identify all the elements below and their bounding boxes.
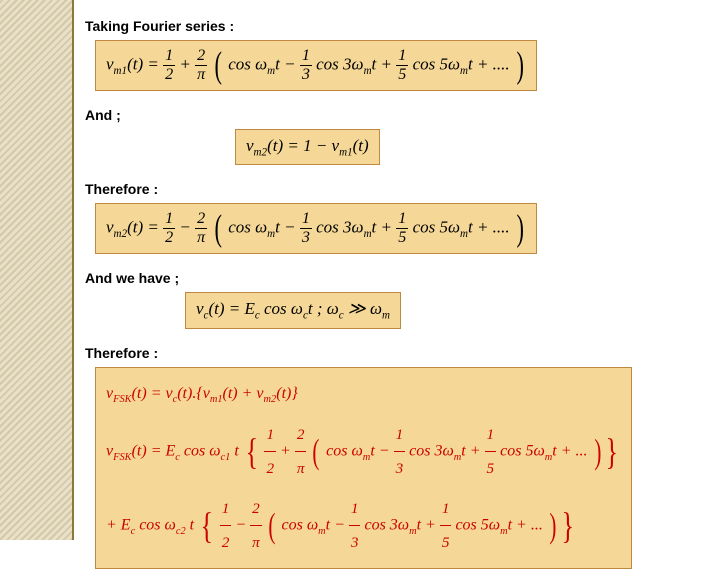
eq-vc: vc(t) = Ec cos ωct ; ωc ≫ ωm [185,292,401,328]
label-therefore2: Therefore : [85,345,710,361]
eq-vfsk: vFSK(t) = vc(t).{vm1(t) + vm2(t)} vFSK(t… [95,367,632,569]
label-andwehave: And we have ; [85,270,710,286]
eq-vm2: vm2(t) = 12 − 2π ( cos ωmt − 13 cos 3ωmt… [95,203,537,254]
eq-vm1: vm1(t) = 12 + 2π ( cos ωmt − 13 cos 3ωmt… [95,40,537,91]
label-and1: And ; [85,107,710,123]
label-therefore1: Therefore : [85,181,710,197]
eq-vfsk-line1: vFSK(t) = vc(t).{vm1(t) + vm2(t)} [106,376,621,412]
eq-vfsk-line3: + Ec cos ωc2 t { 12 − 2π ( cos ωmt − 13 … [106,492,621,560]
left-sidebar [0,0,74,540]
label-fourier: Taking Fourier series : [85,18,710,34]
main-content: Taking Fourier series : vm1(t) = 12 + 2π… [85,10,710,571]
eq-vfsk-line2: vFSK(t) = Ec cos ωc1 t { 12 + 2π ( cos ω… [106,418,621,486]
eq-vm2-def: vm2(t) = 1 − vm1(t) [235,129,380,165]
